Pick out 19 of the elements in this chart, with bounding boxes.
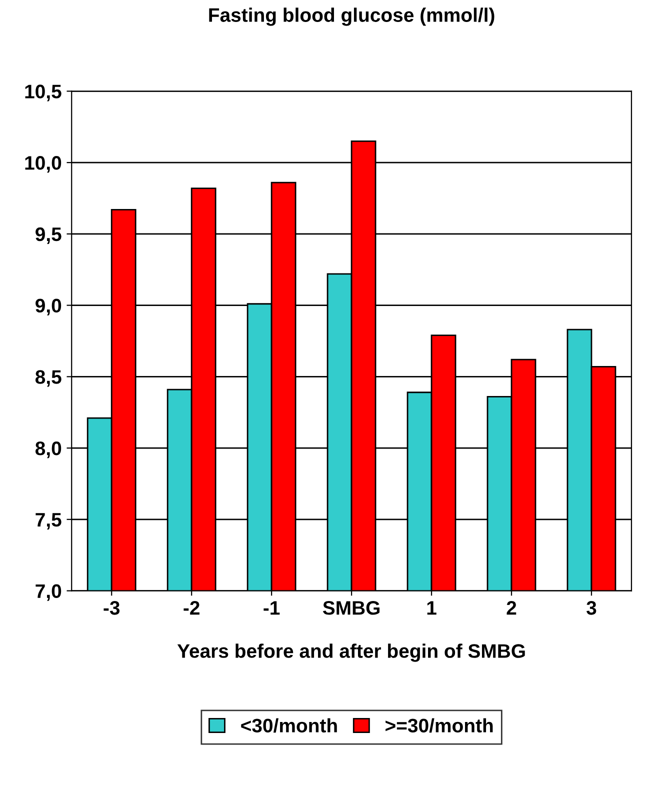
y-tick-label: 7,5 (36, 513, 62, 530)
y-tick-label: 8,5 (35, 370, 62, 387)
x-tick-label: -2 (184, 601, 200, 615)
y-tick-label: 10,0 (25, 156, 62, 173)
y-tick-label: 9,5 (36, 227, 62, 244)
y-tick-label: 10,5 (25, 84, 62, 102)
legend-label: >=30/month (386, 718, 493, 733)
x-tick-label: 2 (506, 601, 516, 615)
x-tick-label: SMBG (322, 601, 380, 615)
y-tick-label: 8,0 (35, 442, 62, 458)
x-tick-label: -1 (264, 601, 280, 615)
x-tick-label: -3 (104, 601, 120, 615)
y-tick-label: 7,0 (36, 584, 62, 601)
y-tick-label: 9,0 (36, 298, 62, 316)
x-tick-label: 1 (427, 601, 436, 615)
x-tick-label: 3 (586, 601, 596, 615)
x-axis-title: Years before and after begin of SMBG (177, 644, 525, 662)
legend-label: <30/month (241, 718, 337, 733)
chart-title: Fasting blood glucose (mmol/l) (209, 8, 494, 26)
